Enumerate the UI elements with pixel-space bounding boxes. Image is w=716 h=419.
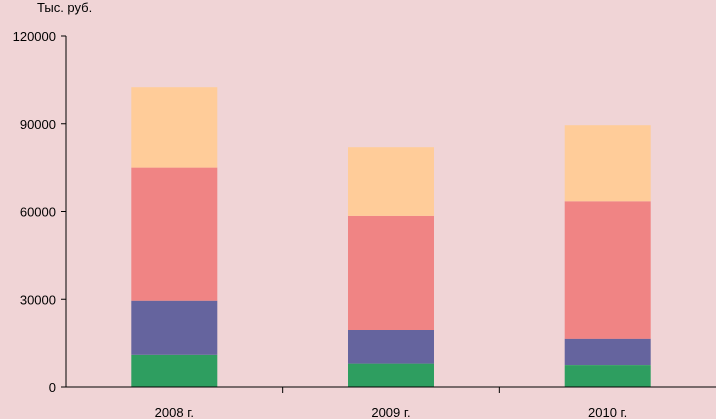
- x-ticks-group: 2008 г. 2009 г. 2010 г.: [155, 387, 627, 419]
- y-tick-label: 0: [49, 380, 56, 395]
- x-tick-label: 2008 г.: [155, 405, 194, 419]
- y-tick-label: 60000: [20, 205, 56, 220]
- bar-segment-1-4: [131, 87, 218, 168]
- bar-segment-3-2: [564, 338, 651, 365]
- bar-segment-1-1: [131, 354, 218, 387]
- bar-segment-2-3: [348, 215, 434, 330]
- bar-segment-1-2: [131, 300, 218, 355]
- bar-segment-2-2: [348, 330, 434, 364]
- y-axis-unit-label: Тыс. руб.: [37, 0, 92, 15]
- x-tick-label: 2009 г.: [371, 405, 410, 419]
- bar-segment-3-1: [564, 365, 651, 387]
- y-tick-label: 90000: [20, 117, 56, 132]
- bar-segment-1-3: [131, 167, 218, 301]
- bars-group: [131, 87, 651, 387]
- bar-segment-3-3: [564, 201, 651, 339]
- y-tick-label: 120000: [13, 29, 56, 44]
- bar-segment-2-1: [348, 363, 434, 387]
- y-ticks-group: 0 30000 60000 90000 120000: [13, 29, 66, 395]
- bar-segment-3-4: [564, 125, 651, 202]
- x-tick-label: 2010 г.: [588, 405, 627, 419]
- y-tick-label: 30000: [20, 292, 56, 307]
- bar-segment-2-4: [348, 147, 434, 216]
